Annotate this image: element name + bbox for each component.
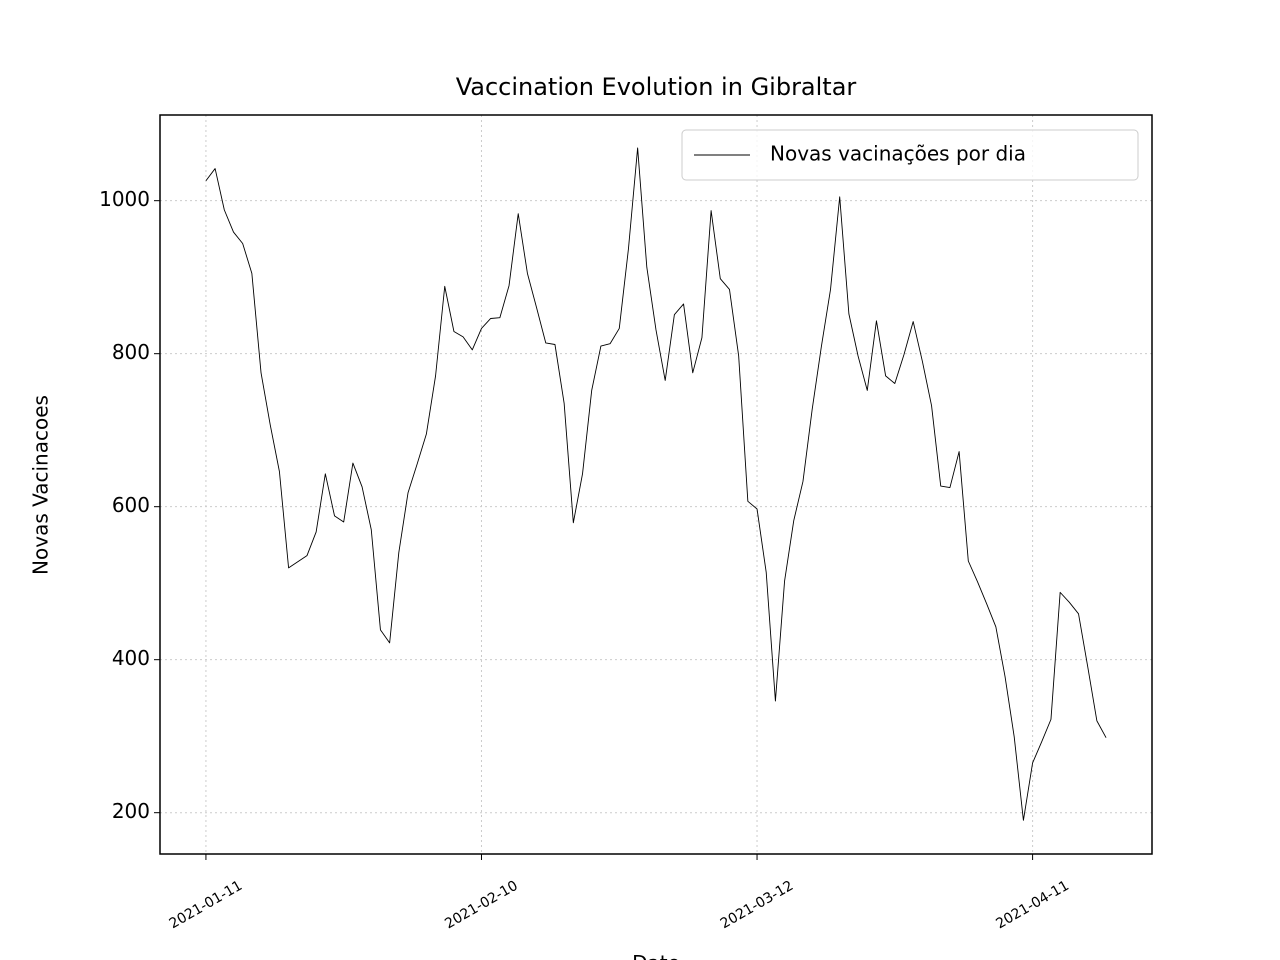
x-tick-label: 2021-01-11	[167, 878, 245, 933]
y-tick-label: 400	[112, 646, 150, 670]
x-axis-label: Date	[632, 951, 680, 960]
x-tick-label: 2021-03-12	[718, 878, 796, 933]
x-tick-label: 2021-02-10	[442, 878, 520, 933]
y-tick-label: 200	[112, 799, 150, 823]
y-tick-label: 600	[112, 493, 150, 517]
chart-title: Vaccination Evolution in Gibraltar	[456, 73, 857, 101]
y-tick-label: 800	[112, 340, 150, 364]
plot-frame	[159, 114, 1153, 855]
y-tick-label: 1000	[99, 187, 150, 211]
x-tick-label: 2021-04-11	[993, 878, 1071, 933]
legend-box	[681, 129, 1139, 181]
line-series	[205, 147, 1107, 821]
legend-label: Novas vacinações por dia	[770, 142, 1026, 166]
y-axis-label: Novas Vacinacoes	[29, 395, 53, 575]
